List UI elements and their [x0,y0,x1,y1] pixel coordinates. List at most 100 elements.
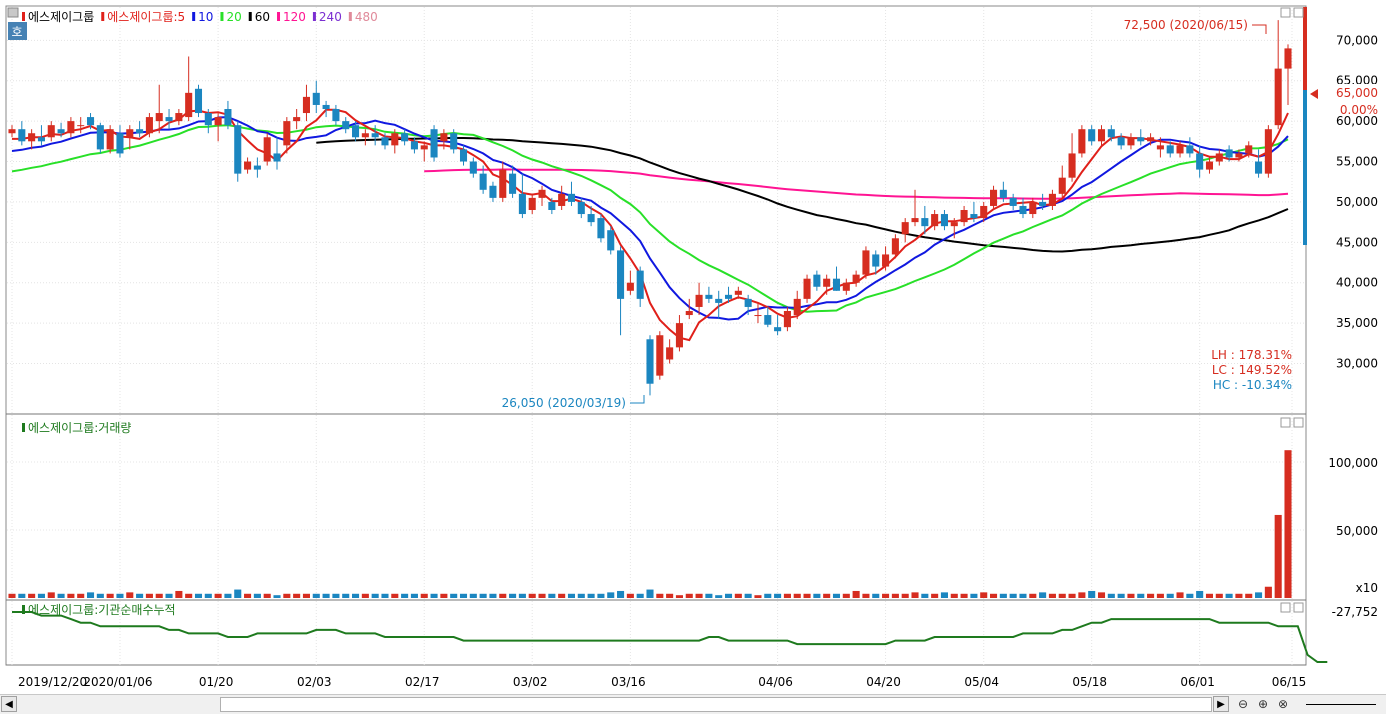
volume-bar [371,593,379,598]
candle-body [1176,145,1184,154]
zoom-slider[interactable] [1306,704,1376,705]
maximize-icon[interactable] [1280,602,1291,613]
volume-bars [8,450,1292,598]
current-price: 65,000 [1336,86,1378,100]
close-icon[interactable] [1293,7,1304,18]
horizontal-grid [7,39,1305,531]
panel-menu-icon[interactable] [7,7,19,18]
volume-bar [705,593,713,598]
inst-value: -27,752 [1332,605,1378,619]
horizontal-scrollbar[interactable]: ◀ ▶ ⊖ ⊕ ⊗ [0,694,1386,714]
candle-body [459,149,468,162]
candle-body [106,129,114,150]
maximize-icon[interactable] [1280,417,1291,428]
range-bar-down [1303,90,1307,245]
price-legend: 에스제이그룹 에스제이그룹:5 10 20 60 120 240 480 [22,10,378,24]
volume-bar [901,593,909,598]
candle-body [244,161,252,170]
y-tick-label: 30,000 [1336,357,1378,371]
candle-body [970,214,978,219]
hoga-button[interactable] [8,22,27,40]
candle-body [558,193,566,206]
candle-body [342,121,350,130]
legend-swatch [220,12,224,21]
candle-body [990,189,998,206]
x-tick-label: 06/15 [1272,675,1307,689]
candle-body [577,201,585,215]
candle-body [509,173,517,194]
candle-body [931,214,939,227]
legend-swatch [348,12,352,21]
candle-body [1255,161,1263,174]
zoom-out-icon[interactable]: ⊖ [1237,697,1249,711]
volume-bar [538,593,546,598]
volume-bar [1245,593,1253,598]
y-tick-label: 55,000 [1336,155,1378,169]
volume-bar [312,593,320,598]
volume-bar [47,592,55,598]
volume-bar [1235,593,1243,598]
volume-bar [548,593,556,598]
candle-body [499,169,507,198]
y-tick-label: 70,000 [1336,33,1378,47]
volume-bar [440,593,448,598]
candle-body [1205,161,1214,170]
zoom-in-icon[interactable]: ⊕ [1257,697,1269,711]
candle-body [685,311,693,316]
x-tick-label: 05/04 [964,675,999,689]
price-panel-controls[interactable] [1280,7,1304,613]
y-tick-label: 50,000 [1336,195,1378,209]
volume-bar [734,593,742,598]
volume-bar [656,593,664,598]
volume-bar [695,593,703,598]
maximize-icon[interactable] [1280,7,1291,18]
volume-bar [597,593,605,598]
candle-body [391,133,399,146]
candle-body [813,274,821,287]
scroll-right-button[interactable]: ▶ [1213,696,1229,712]
y-tick-label: 45,000 [1336,235,1378,249]
volume-bar [450,593,458,598]
legend-label: 120 [283,10,306,24]
volume-bar [126,592,134,598]
volume-bar [999,593,1007,598]
x-tick-label: 05/18 [1072,675,1107,689]
inst-legend-swatch [22,605,25,614]
candle-body [1225,149,1233,158]
legend-label: 480 [355,10,378,24]
volume-bar [528,593,536,598]
volume-bar [57,593,65,598]
candle-body [950,222,958,227]
x-tick-label: 06/01 [1180,675,1215,689]
candle-body [1156,145,1164,150]
inst-line [12,611,1328,663]
scroll-thumb[interactable] [220,697,1212,712]
candle-body [1107,129,1115,138]
volume-bar [204,593,212,598]
volume-bar [283,593,291,598]
legend-swatch [192,12,196,21]
close-icon[interactable] [1293,602,1304,613]
candle-body [263,137,271,162]
volume-bar [577,593,585,598]
volume-unit: x10 [1356,581,1378,595]
candle-body [754,315,762,317]
volume-bar [518,593,526,598]
zoom-reset-icon[interactable]: ⊗ [1277,697,1289,711]
current-change: 0.00% [1340,103,1378,117]
x-tick-label: 01/20 [199,675,234,689]
candle-body [332,109,340,122]
close-icon[interactable] [1293,417,1304,428]
candle-body [322,104,330,109]
candle-body [77,125,85,127]
volume-bar [872,593,880,598]
scroll-left-button[interactable]: ◀ [1,696,17,712]
candle-body [999,189,1007,198]
low-annotation-pointer [630,395,645,404]
candle-body [1029,201,1037,215]
volume-bar [479,593,487,598]
candle-body [302,96,310,114]
volume-bar [823,593,831,598]
